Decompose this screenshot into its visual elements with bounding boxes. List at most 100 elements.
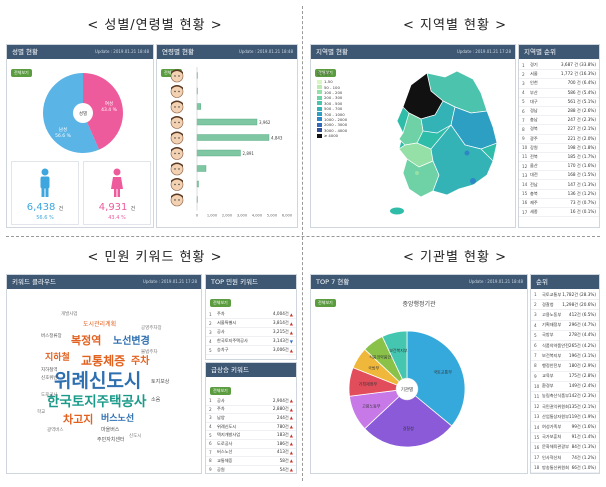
cloud-word[interactable]: 광역버스 [47,426,64,433]
region-rank-row[interactable]: 17 세종 16 건 (0.1%) [519,208,599,218]
cloud-word[interactable]: 불법주차 [141,348,158,355]
cloud-word[interactable]: 도시관리계획 [83,320,116,328]
top-keyword-row[interactable]: 3 공사 3,215건 ▲ [206,328,296,337]
cloud-word[interactable]: 토지보상 [151,378,170,385]
cloud-word[interactable]: 신도시 [129,432,141,439]
region-rank-row[interactable]: 5 대구 561 건 (5.1%) [519,98,599,107]
region-rank-row[interactable]: 10 강원 198 건 (1.8%) [519,144,599,153]
rank-value: 142건 (2.3%) [568,393,596,399]
agency-pie-slice[interactable] [364,388,453,448]
gender-view-all-button[interactable]: 전체보기 [11,69,32,77]
region-rank-row[interactable]: 1 경기 3,687 건 (33.8%) [519,61,599,71]
agency-rank-row[interactable]: 16 문화체육관광부 84건 (1.3%) [531,443,599,453]
agency-rank-row[interactable]: 13 산업통상자원부 119건 (1.9%) [531,412,599,423]
rising-keyword-row[interactable]: 9 공원 54건 ▲ [206,466,296,473]
agency-pie-slice[interactable] [406,330,466,427]
region-rank-row[interactable]: 12 울산 170 건 (1.6%) [519,162,599,172]
region-view-all-button[interactable]: 전체보기 [315,69,336,77]
cloud-word[interactable]: 학교 [37,408,45,415]
rank-value: 147 건 (1.3%) [567,181,596,187]
map-region-gwangju[interactable] [415,171,419,175]
cloud-word[interactable]: 버스정류장 [41,332,62,339]
rising-keyword-row[interactable]: 1 공사 2,904건 ▲ [206,397,296,406]
map-region-busan[interactable] [470,178,476,184]
region-rank-row[interactable]: 6 경남 288 건 (2.6%) [519,107,599,117]
cloud-word[interactable]: 공영주차장 [141,324,162,331]
cloud-word[interactable]: 복정역 [71,333,101,347]
cloud-word[interactable]: 지하철 [45,351,70,363]
map-region-chungnam[interactable] [398,112,424,146]
cloud-word[interactable]: 교통체증 [81,353,125,368]
cloud-word[interactable]: 한국토지주택공사 [47,393,147,410]
agency-rank-row[interactable]: 1 국토교통부 1,782건 (28.3%) [531,290,599,301]
rising-keyword-row[interactable]: 8 교통체증 58건 ▲ [206,457,296,466]
cloud-word[interactable]: 노선변경 [113,334,150,347]
rising-keyword-row[interactable]: 6 도로공사 186건 ▲ [206,440,296,449]
agency-rank-row[interactable]: 18 방송통신위원회 66건 (1.0%) [531,463,599,473]
region-rank-row[interactable]: 11 전북 185 건 (1.7%) [519,153,599,163]
rising-keyword-row[interactable]: 7 버스노선 413건 ▲ [206,449,296,458]
agency-rank-row[interactable]: 12 국민권익위원회 135건 (2.1%) [531,402,599,413]
rising-keywords-view-all-button[interactable]: 전체보기 [210,387,231,395]
pie-slice-male [43,73,100,153]
top-keyword-row[interactable]: 4 한국토지주택공사 3,143건 ▼ [206,337,296,346]
agency-rank-row[interactable]: 7 보건복지부 196건 (3.1%) [531,351,599,362]
cloud-word[interactable]: 차고지 [63,412,93,426]
agency-rank-row[interactable]: 6 식품의약품안전처265건 (4.2%) [531,341,599,352]
top-keywords-view-all-button[interactable]: 전체보기 [210,299,231,307]
cloud-word[interactable]: 개발사업 [61,310,78,317]
agency-rank-row[interactable]: 4 기획재정부 296건 (4.7%) [531,321,599,331]
top-keyword-row[interactable]: 1 주차 4,004건 ▲ [206,310,296,319]
age-bar-value: 2,891 [243,151,255,156]
agency-rank-row[interactable]: 3 고용노동부 412건 (6.5%) [531,310,599,321]
region-rank-row[interactable]: 15 충북 136 건 (1.2%) [519,190,599,199]
cloud-word[interactable]: 주민자치센터 [97,436,125,443]
top-keyword-row[interactable]: 5 승차구 3,006건 ▲ [206,346,296,355]
agency-rank-row[interactable]: 5 국방부 278건 (4.4%) [531,331,599,341]
region-rank-row[interactable]: 4 부산 586 건 (5.4%) [519,89,599,98]
region-rank-row[interactable]: 2 서울 1,772 건 (16.3%) [519,70,599,80]
cloud-word[interactable]: 버스노선 [101,412,134,424]
map-region-daegu[interactable] [464,150,470,156]
region-rank-row[interactable]: 8 경북 227 건 (2.1%) [519,125,599,135]
agency-rank-row[interactable]: 2 경찰청 1,298건 (20.6%) [531,300,599,311]
age-axis-tick: 3,000 [237,214,248,218]
agency-rank-row[interactable]: 15 국가보훈처 91건 (1.4%) [531,433,599,443]
rank-name: 한국토지주택공사 [217,338,248,343]
rising-keyword-row[interactable]: 2 주차 2,880건 ▲ [206,406,296,415]
cloud-word[interactable]: 신호위반 [41,374,58,381]
rising-keyword-row[interactable]: 3 남양 244건 ▲ [206,414,296,423]
gender-panel-updated: Update : 2019.01.21 18:48 [94,49,149,54]
agency-rank-row[interactable]: 11 농림축산식품부 142건 (2.3%) [531,392,599,403]
rank-number: 11 [534,393,540,399]
agency-rank-row[interactable]: 8 행정안전부 180건 (2.9%) [531,361,599,372]
region-rank-row[interactable]: 7 충남 247 건 (2.3%) [519,116,599,126]
cloud-word[interactable]: 위례신도시 [54,370,141,392]
cloud-word[interactable]: 지하철역 [41,366,58,373]
agency-rank-row[interactable]: 10 환경부 149건 (2.4%) [531,382,599,392]
agency-rank-row[interactable]: 17 인사혁신처 74건 (1.2%) [531,453,599,464]
rising-keyword-row[interactable]: 5 택지개발사업 183건 ▲ [206,431,296,440]
map-region-jeju[interactable] [390,207,404,215]
agency-panel-title: TOP 7 현황 [316,278,350,286]
korea-map[interactable] [377,63,507,223]
region-rank-row[interactable]: 13 대전 168 건 (1.5%) [519,171,599,181]
agency-view-all-button[interactable]: 전체보기 [315,299,336,307]
agency-rank-row[interactable]: 9 교육부 175건 (2.8%) [531,372,599,382]
region-rank-row[interactable]: 3 인천 700 건 (6.4%) [519,79,599,89]
rising-keywords-list: 1 공사 2,904건 ▲ 2 주차 2,880건 ▲ 3 남양 244건 ▲ 4 위례신도시 780건 ▲ 5… [206,397,296,473]
region-rank-row[interactable]: 9 광주 221 건 (2.0%) [519,135,599,144]
cloud-word[interactable]: 소음 [151,397,161,403]
agency-pie-slice[interactable] [381,330,408,390]
region-rank-row[interactable]: 16 제주 73 건 (0.7%) [519,199,599,208]
rank-value: 3,143건 [272,338,289,343]
cloud-word[interactable]: 마을버스 [101,426,120,433]
agency-rank-row[interactable]: 14 여성가족부 99건 (1.6%) [531,422,599,433]
region-rank-row[interactable]: 14 전남 147 건 (1.3%) [519,180,599,190]
top-keyword-row[interactable]: 2 서울특별시 3,814건 ▲ [206,319,296,328]
cloud-word[interactable]: 주차 [131,354,150,367]
rising-keyword-row[interactable]: 4 위례신도시 780건 ▲ [206,423,296,432]
rank-number: 7 [522,117,525,123]
map-region-gyeongnam[interactable] [430,124,494,196]
cloud-word[interactable]: 도로공사 [41,391,58,398]
